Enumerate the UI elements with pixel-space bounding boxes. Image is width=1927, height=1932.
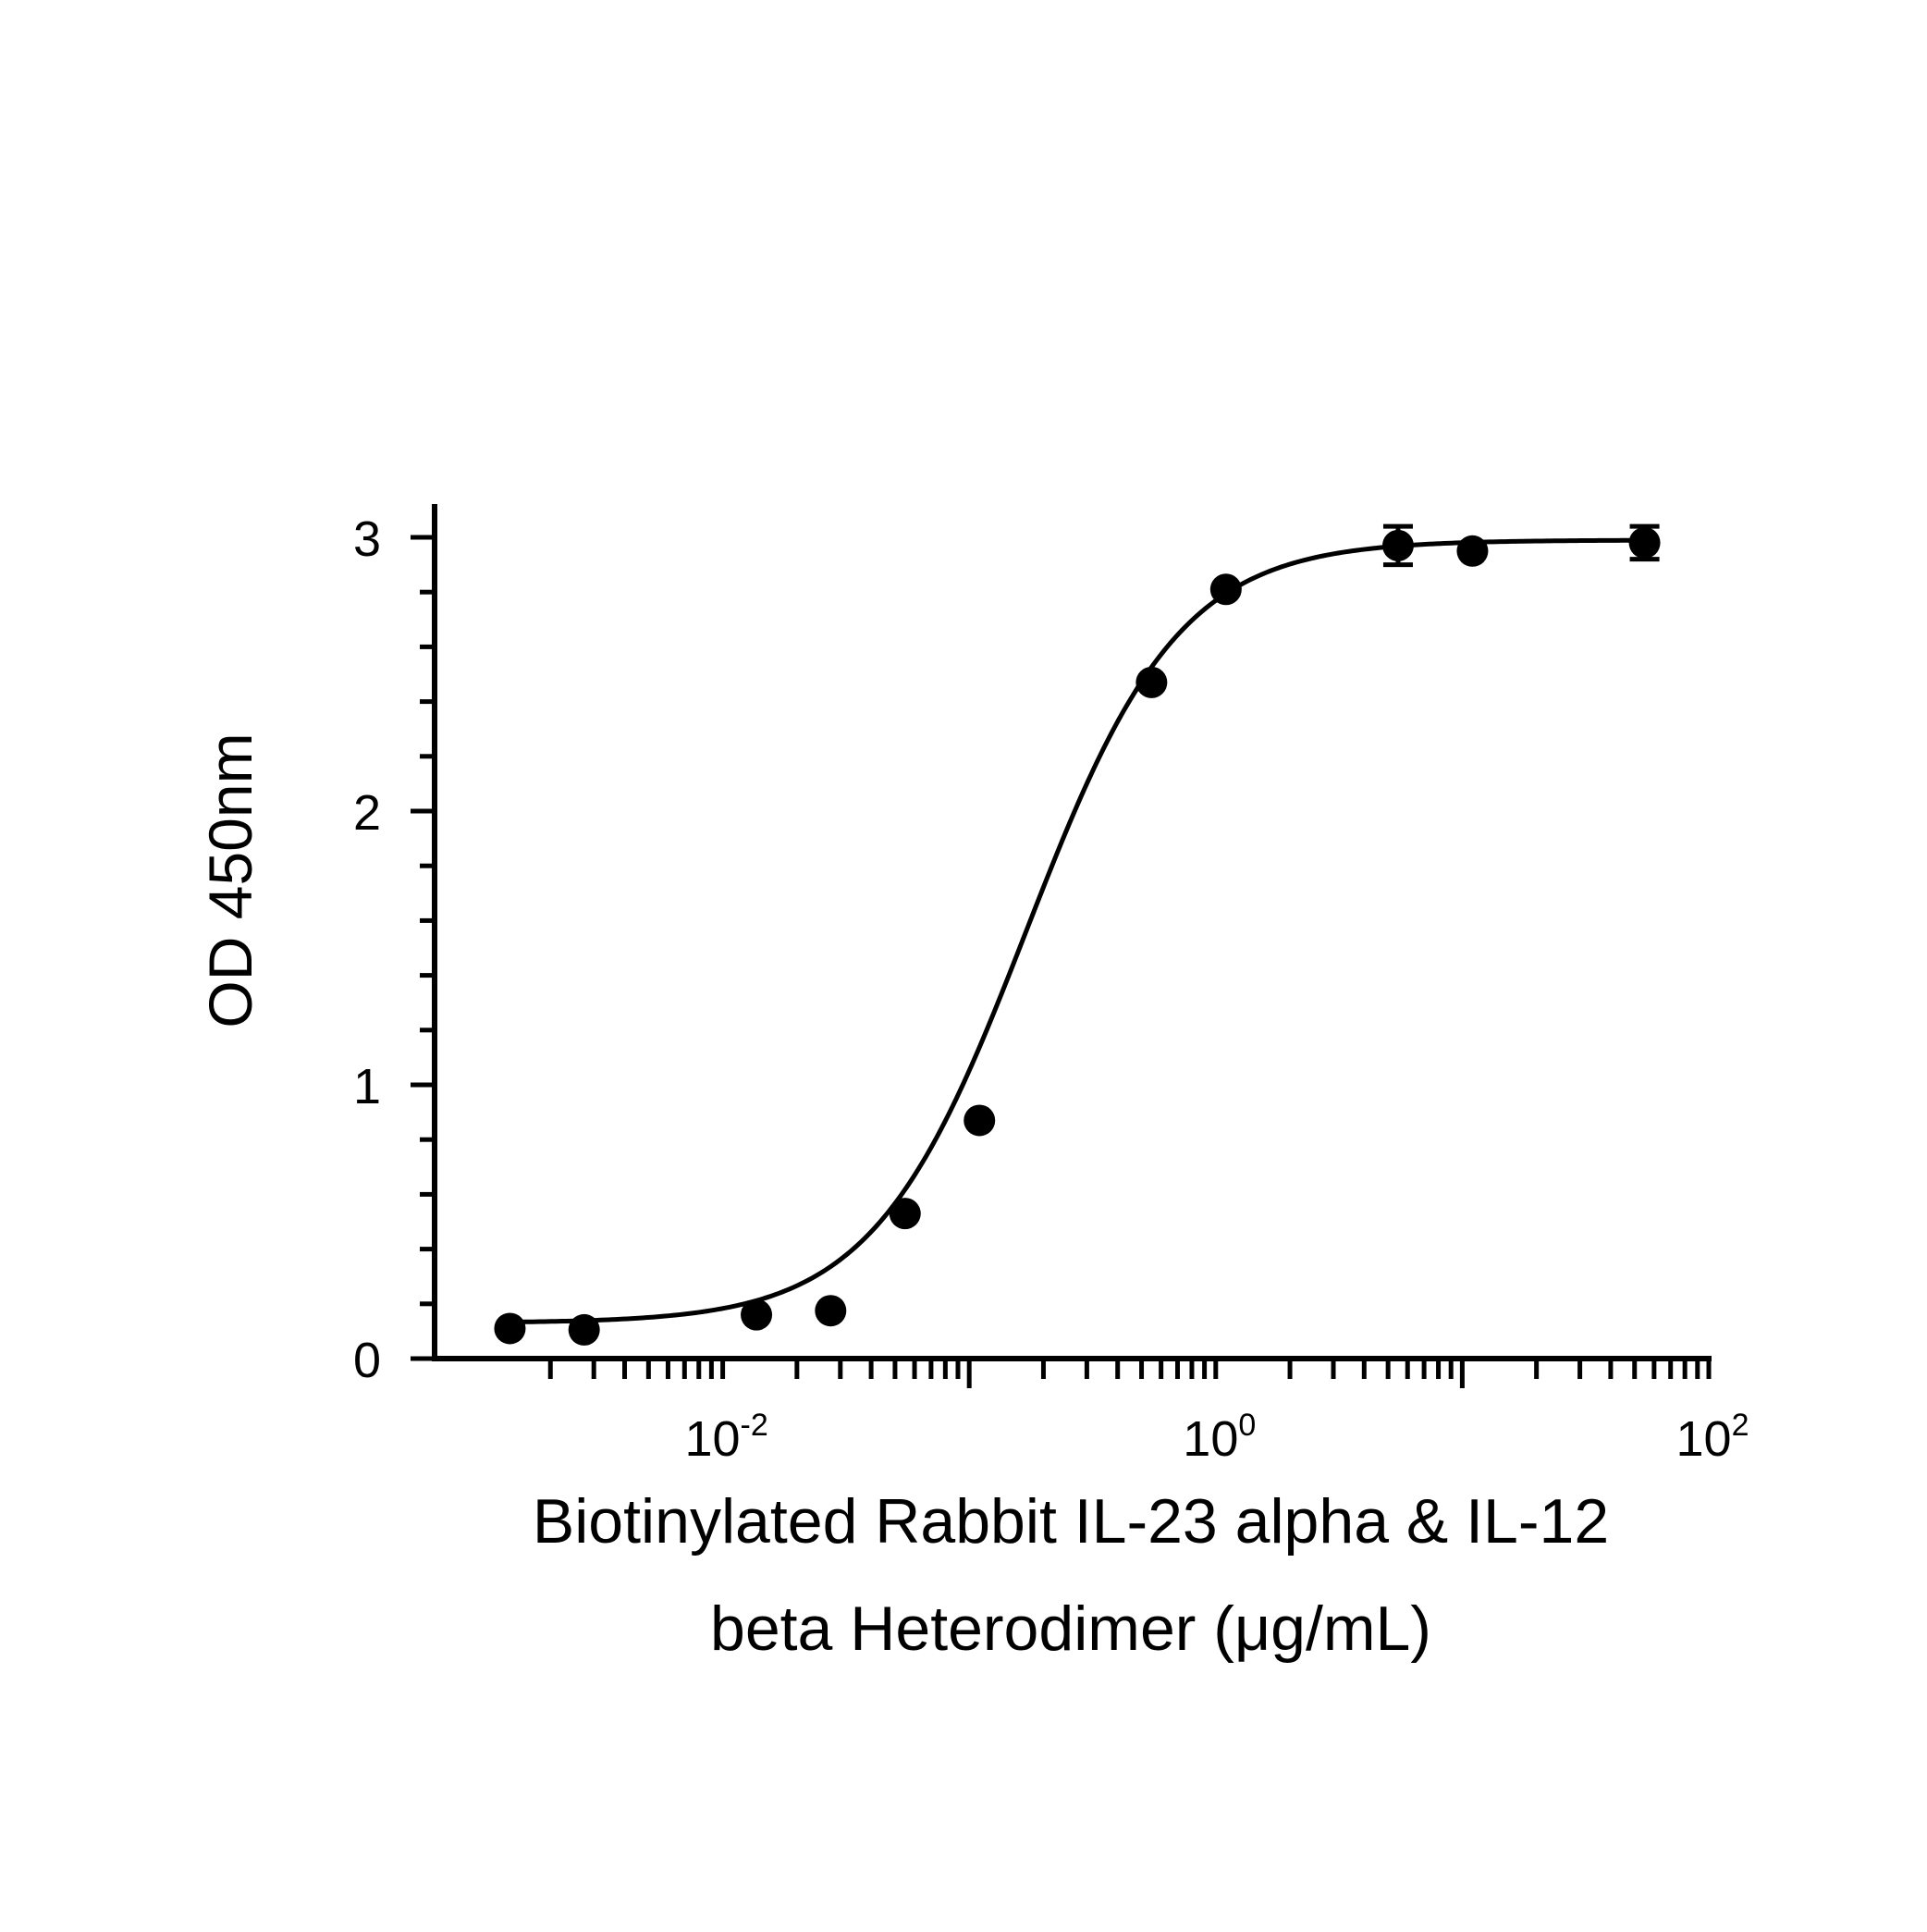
data-point bbox=[568, 1313, 600, 1346]
y-tick-label: 0 bbox=[353, 1333, 381, 1388]
data-point bbox=[1628, 526, 1661, 559]
data-point bbox=[1209, 573, 1242, 606]
data-point bbox=[964, 1104, 996, 1137]
data-point bbox=[889, 1198, 921, 1230]
data-point bbox=[1135, 666, 1168, 698]
x-axis-label-line: Biotinylated Rabbit IL-23 alpha & IL-12 bbox=[533, 1486, 1609, 1557]
data-point bbox=[815, 1295, 847, 1327]
axes bbox=[411, 504, 1712, 1388]
data-points-layer bbox=[494, 523, 1661, 1346]
y-tick-label: 3 bbox=[353, 511, 381, 567]
x-tick-label: 100 bbox=[1183, 1408, 1256, 1467]
labels-layer: 0 1 2 3 10-2 100 102 OD 450nm Biotinylated Rabbi… bbox=[196, 511, 1749, 1664]
x-axis-label-line: beta Heterodimer (μg/mL) bbox=[710, 1594, 1431, 1664]
y-tick-label: 1 bbox=[353, 1059, 381, 1114]
data-point bbox=[1456, 535, 1489, 567]
fit-curve-layer bbox=[509, 537, 1645, 1325]
data-point bbox=[1381, 529, 1414, 561]
data-point bbox=[494, 1312, 526, 1345]
y-axis-label: OD 450nm bbox=[196, 732, 264, 1028]
data-point bbox=[741, 1298, 773, 1331]
x-tick-label: 102 bbox=[1676, 1408, 1749, 1467]
y-tick-label: 2 bbox=[353, 785, 381, 841]
fit-curve bbox=[509, 537, 1645, 1325]
x-tick-label: 10-2 bbox=[684, 1408, 767, 1467]
